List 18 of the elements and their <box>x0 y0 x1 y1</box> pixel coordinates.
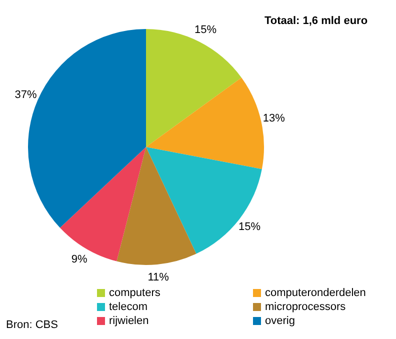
text: Bron: CBS <box>6 318 58 331</box>
legend-label: overig <box>265 314 295 327</box>
data-label: 37% <box>14 88 37 101</box>
data-label: 9% <box>71 254 88 266</box>
legend-label: rijwielen <box>109 314 149 327</box>
pie-slice <box>146 147 262 254</box>
data-label: 13% <box>262 112 286 124</box>
pie-slice <box>60 147 146 262</box>
legend-label: computers <box>109 286 161 299</box>
data-label: 15% <box>238 221 261 234</box>
pie-slice <box>146 78 264 170</box>
data-label: 15% <box>194 24 217 36</box>
data-label: 11% <box>148 271 170 284</box>
chart-title: Totaal: 1,6 mld euro <box>264 15 368 27</box>
legend-label: telecom <box>109 300 148 313</box>
legend-label: microprocessors <box>265 300 346 313</box>
legend-label: computeronderdelen <box>265 286 366 299</box>
pie-slice <box>116 147 196 265</box>
